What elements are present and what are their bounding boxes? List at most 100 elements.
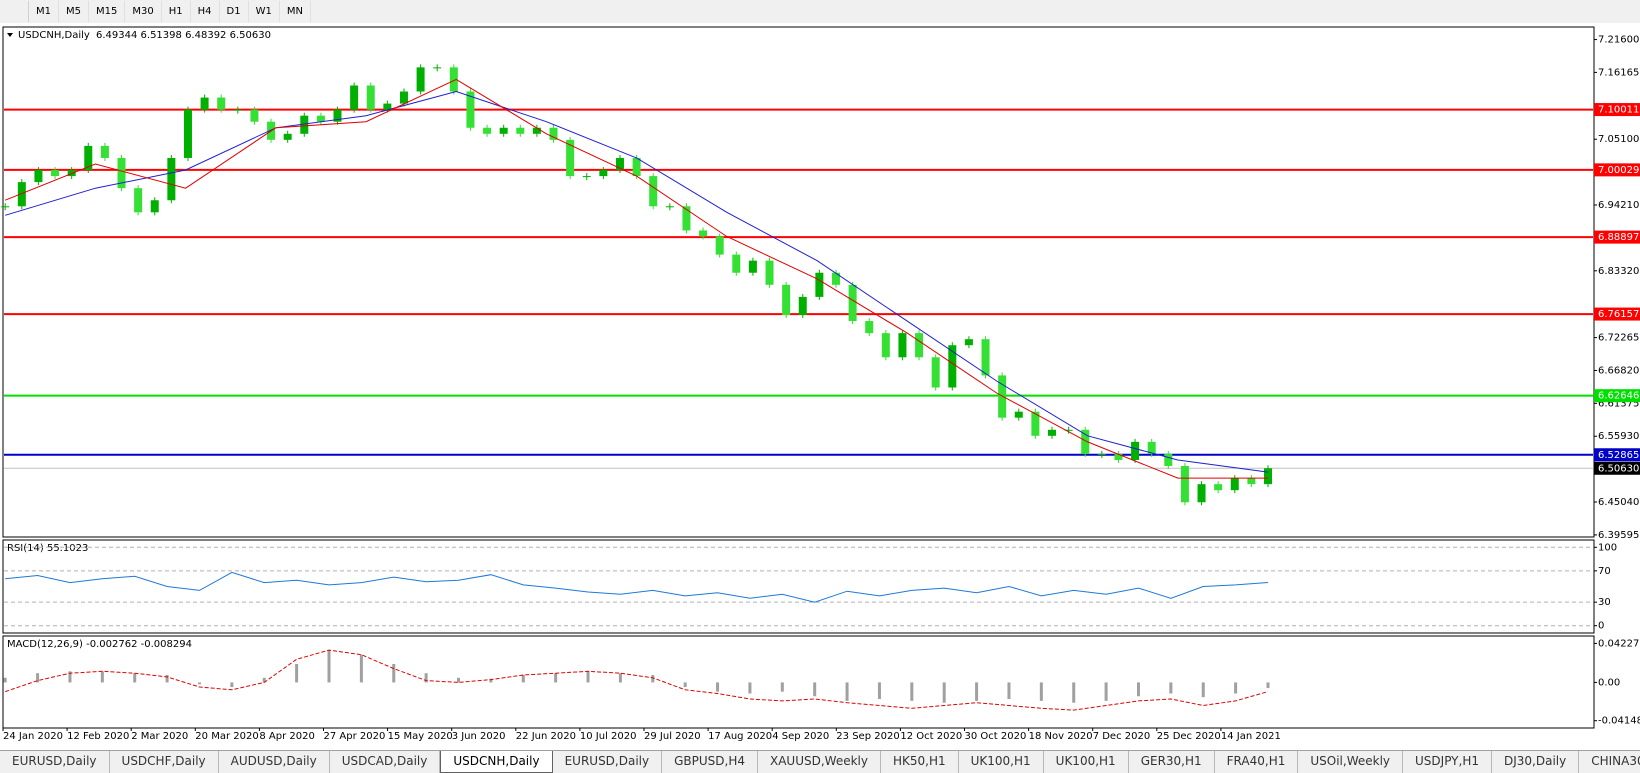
chart-tab[interactable]: AUDUSD,Daily [219,751,330,773]
chart-tab[interactable]: USDJPY,H1 [1403,751,1492,773]
ohlc-values: 6.49344 6.51398 6.48392 6.50630 [96,30,271,41]
x-tick-label: 12 Feb 2020 [67,731,129,742]
candle-body [283,133,292,140]
candle-body [1014,411,1023,418]
chart-tab[interactable]: GER30,H1 [1129,751,1215,773]
macd-bar [716,682,720,692]
candle-body [964,339,973,346]
chart-tab[interactable]: EURUSD,Daily [0,751,110,773]
macd-bar [683,682,687,688]
x-tick-label: 27 Apr 2020 [324,731,386,742]
y-tick-label: 6.39595 [1598,530,1639,541]
candle-body [815,272,824,297]
x-tick-label: 10 Jul 2020 [580,731,637,742]
timeframe-button[interactable]: M1 [29,1,59,22]
candle-body [715,236,724,255]
candle-body [466,91,475,128]
timeframe-button[interactable]: H4 [191,1,220,22]
x-tick-label: 14 Jan 2021 [1221,731,1281,742]
candle-body [566,139,575,177]
candle-body [532,127,541,134]
candle-body [516,127,525,134]
macd-bar [165,675,169,683]
y-tick-label: 0 [1598,621,1604,632]
timeframe-button[interactable]: MN [280,1,311,22]
chart-tab[interactable]: USDCHF,Daily [110,751,219,773]
candle-body [1230,478,1239,491]
chart-tab[interactable]: CHINA300,H1 [1579,751,1640,773]
x-tick-label: 15 May 2020 [388,731,453,742]
x-tick-label: 17 Aug 2020 [708,731,772,742]
macd-bar [1136,682,1140,697]
candle-body [433,67,442,69]
timeframe-button[interactable]: D1 [220,1,249,22]
candle-body [134,188,143,213]
chart-tab[interactable]: USDCAD,Daily [330,751,441,773]
candle-body [582,176,591,178]
y-tick-label: 6.72265 [1598,333,1639,344]
y-tick-label: 100 [1598,542,1617,553]
chart-tab[interactable]: UK100,H1 [959,751,1044,773]
chart-tab[interactable]: UK100,H1 [1044,751,1129,773]
y-tick-label: -0.04148 [1598,716,1640,727]
macd-bar [133,673,137,683]
rsi-panel [2,539,1595,634]
chart-tab[interactable]: USDCNH,Daily [440,751,553,773]
macd-bar [68,671,72,683]
candle-body [782,284,791,316]
candle-body [34,170,43,183]
y-tick-label: 30 [1598,597,1611,608]
candle-body [549,127,558,140]
macd-bar [489,678,493,683]
candle-body [931,357,940,388]
x-tick-label: 22 Jun 2020 [516,731,576,742]
candle-body [1131,441,1140,460]
candle-body [183,109,192,158]
bid-label-box [1594,461,1640,475]
candle-body [1147,441,1156,454]
tab-bar: EURUSD,Daily USDCHF,Daily AUDUSD,Daily USDC… [0,750,1640,773]
candle-body [765,260,774,285]
level-label-box [1594,230,1640,244]
candle-body [1097,453,1106,455]
macd-bar [359,654,363,683]
y-tick-label: 7.21600 [1598,35,1639,46]
candle-body [17,182,26,207]
chart-tab[interactable]: DJ30,Daily [1492,751,1580,773]
chart-tab[interactable]: EURUSD,Daily [553,751,663,773]
timeframe-button[interactable]: H1 [162,1,191,22]
level-label-box [1594,103,1640,117]
candle-body [615,157,624,171]
chart-tab[interactable]: USOil,Weekly [1298,751,1404,773]
candle-body [167,157,176,201]
panel-title: RSI(14) 55.1023 [7,543,88,554]
tool-button[interactable] [0,1,29,22]
chart: USDCNH,Daily 7.21600 7.16165 7.05100 6.94210… [0,23,1640,750]
chart-tab[interactable]: FRA40,H1 [1215,751,1299,773]
candle-body [831,272,840,285]
macd-bar [521,675,525,683]
macd-bar [3,677,7,683]
candle-body [948,345,957,388]
level-label: 6.76157 [1598,309,1639,320]
timeframe-button[interactable]: W1 [249,1,280,22]
candle-body [881,333,890,358]
candle-body [1197,484,1206,503]
toolbar: M1 M5 M15 M30 H1 H4 D1 W1 MN [0,0,1640,24]
chart-tab[interactable]: HK50,H1 [881,751,959,773]
level-label: 6.88897 [1598,232,1639,243]
candle-body [449,67,458,92]
macd-bar [36,673,40,683]
timeframe-button[interactable]: M5 [59,1,89,22]
candle-body [383,103,392,110]
timeframe-button[interactable]: M15 [89,1,126,22]
chart-tab[interactable]: XAUUSD,Weekly [758,751,881,773]
y-tick-label: 7.05100 [1598,134,1639,145]
candle-body [117,157,126,189]
macd-bar [262,677,266,683]
candle-body [1,206,10,208]
candle-body [150,200,159,213]
timeframe-button[interactable]: M30 [125,1,162,22]
chart-tab[interactable]: GBPUSD,H4 [662,751,758,773]
macd-bar [554,673,558,683]
